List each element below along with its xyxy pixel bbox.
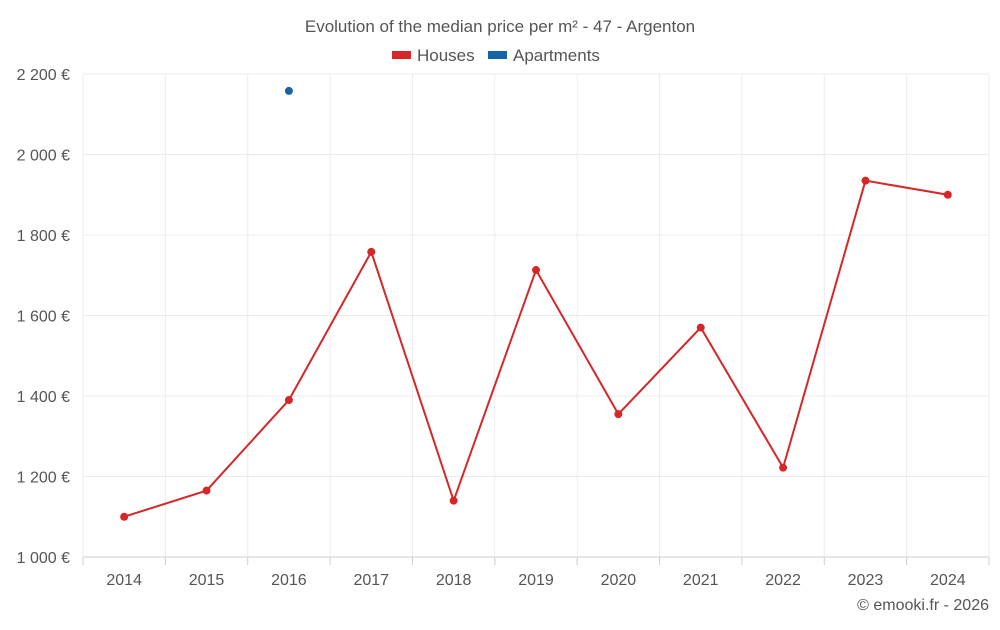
legend-label-apartments[interactable]: Apartments (513, 46, 600, 65)
x-tick-label: 2021 (683, 572, 719, 589)
data-point-houses-2020[interactable] (614, 410, 623, 419)
x-tick-label: 2022 (765, 572, 801, 589)
data-point-houses-2022[interactable] (779, 463, 788, 472)
y-tick-label: 2 200 € (17, 67, 70, 84)
y-tick-label: 1 000 € (17, 550, 70, 567)
data-point-houses-2014[interactable] (120, 512, 129, 521)
x-tick-label: 2020 (601, 572, 637, 589)
data-point-houses-2024[interactable] (943, 190, 952, 199)
x-tick-label: 2017 (353, 572, 389, 589)
legend-swatch-apartments[interactable] (488, 51, 507, 59)
chart-title: Evolution of the median price per m² - 4… (305, 17, 695, 36)
data-point-houses-2019[interactable] (532, 266, 540, 275)
chart-credit: © emooki.fr - 2026 (857, 597, 989, 614)
x-tick-label: 2024 (930, 572, 966, 589)
data-point-houses-2017[interactable] (367, 247, 376, 256)
y-tick-label: 1 200 € (17, 470, 70, 487)
y-tick-label: 1 800 € (17, 228, 70, 245)
legend-swatch-houses[interactable] (392, 51, 411, 59)
data-point-houses-2023[interactable] (861, 176, 870, 185)
y-tick-label: 1 600 € (17, 309, 70, 326)
y-tick-label: 1 400 € (17, 389, 70, 406)
x-tick-label: 2018 (436, 572, 472, 589)
series-layer (120, 86, 952, 521)
data-point-houses-2018[interactable] (449, 496, 458, 505)
x-tick-label: 2023 (848, 572, 884, 589)
y-axis: 1 000 € 1 200 € 1 400 € 1 600 € 1 800 € 2 000… (17, 67, 70, 567)
chart-grid (82, 73, 990, 558)
x-axis: 2014 2015 2016 2017 2018 2019 2020 2021 2022 2023… (82, 557, 990, 589)
data-point-houses-2016[interactable] (284, 396, 293, 405)
legend-label-houses[interactable]: Houses (417, 46, 475, 65)
chart-legend: Houses Apartments (392, 46, 600, 65)
data-point-houses-2015[interactable] (202, 486, 211, 495)
x-tick-label: 2016 (271, 572, 307, 589)
x-tick-label: 2019 (518, 572, 554, 589)
x-tick-label: 2015 (189, 572, 225, 589)
data-point-houses-2021[interactable] (696, 323, 705, 332)
x-tick-label: 2014 (106, 572, 142, 589)
y-tick-label: 2 000 € (17, 148, 70, 165)
data-point-apartments-2016[interactable] (284, 86, 293, 95)
